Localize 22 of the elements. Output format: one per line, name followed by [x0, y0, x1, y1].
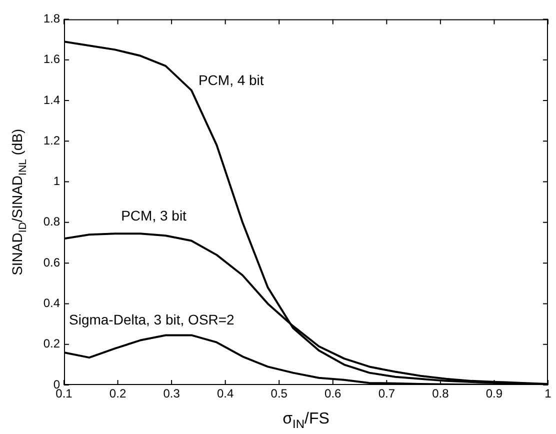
x-tick-label: 0.3	[163, 386, 180, 401]
y-tick-label: 0.6	[43, 255, 60, 270]
y-tick-label: 1.4	[43, 92, 60, 107]
y-tick-label: 0.4	[43, 296, 60, 310]
x-tick-label: 0.2	[109, 386, 126, 401]
y-tick-label: 1.6	[43, 52, 60, 66]
y-tick-label: 0.8	[43, 214, 60, 229]
x-tick-label: 0.5	[270, 386, 288, 401]
series-label: Sigma-Delta, 3 bit, OSR=2	[69, 311, 235, 328]
y-tick-label: 0.2	[43, 336, 60, 351]
x-tick-label: 0.9	[486, 386, 503, 401]
y-axis-title: SINADID/SINADINL (dB)	[8, 128, 29, 276]
x-tick-label: 0.7	[378, 386, 396, 401]
x-tick-label: 1	[544, 386, 552, 401]
series-label: PCM, 3 bit	[121, 207, 187, 224]
y-tick-label: 1	[53, 174, 60, 188]
y-tick-label: 1.2	[43, 133, 60, 148]
y-tick-label: 1.8	[43, 12, 60, 26]
x-tick-label: 0.8	[432, 386, 450, 401]
x-tick-label: 0.6	[324, 386, 342, 401]
series-label: PCM, 4 bit	[198, 72, 264, 88]
x-tick-label: 0.4	[216, 386, 234, 401]
